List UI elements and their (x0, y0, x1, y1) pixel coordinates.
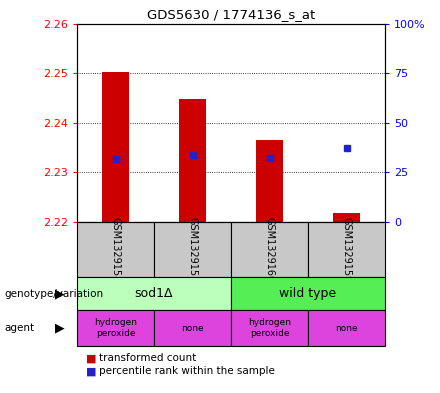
Text: GSM1329159: GSM1329159 (341, 217, 352, 282)
Bar (179, 99, 206, 222)
Bar (308, 222, 385, 277)
Text: GSM1329158: GSM1329158 (110, 217, 121, 282)
Text: ■: ■ (86, 366, 96, 376)
Bar (231, 277, 385, 310)
Text: sod1Δ: sod1Δ (135, 287, 173, 300)
Text: ■: ■ (86, 353, 96, 364)
Text: GSM1329157: GSM1329157 (187, 217, 198, 282)
Bar (256, 140, 283, 222)
Text: none: none (335, 324, 358, 332)
Text: hydrogen
peroxide: hydrogen peroxide (94, 318, 137, 338)
Text: transformed count: transformed count (99, 353, 196, 364)
Bar (154, 222, 231, 277)
Text: wild type: wild type (279, 287, 337, 300)
Text: agent: agent (4, 323, 34, 333)
Bar (77, 277, 231, 310)
Bar (231, 310, 308, 346)
Bar (77, 222, 154, 277)
Bar (154, 310, 231, 346)
Bar (102, 72, 129, 222)
Text: none: none (181, 324, 204, 332)
Bar (333, 213, 360, 222)
Text: hydrogen
peroxide: hydrogen peroxide (248, 318, 291, 338)
Title: GDS5630 / 1774136_s_at: GDS5630 / 1774136_s_at (147, 8, 315, 21)
Text: ▶: ▶ (55, 321, 64, 335)
Bar (77, 310, 154, 346)
Text: ▶: ▶ (55, 287, 64, 301)
Bar (308, 310, 385, 346)
Text: genotype/variation: genotype/variation (4, 289, 103, 299)
Text: GSM1329160: GSM1329160 (264, 217, 275, 282)
Text: percentile rank within the sample: percentile rank within the sample (99, 366, 275, 376)
Bar (231, 222, 308, 277)
